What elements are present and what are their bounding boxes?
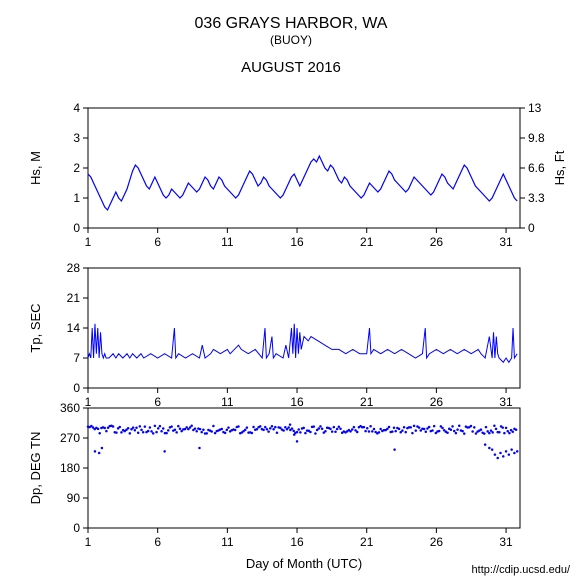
xtick-label: 16 [290, 535, 304, 549]
ytick-label-right: 3.3 [528, 191, 545, 205]
chart-subtitle: (BUOY) [270, 33, 312, 47]
ytick-label: 3 [73, 131, 80, 145]
footer-url: http://cdip.ucsd.edu/ [472, 564, 571, 576]
ytick-label: 180 [60, 461, 80, 475]
ytick-label-right: 13 [528, 101, 542, 115]
ytick-label: 0 [73, 521, 80, 535]
chart-svg: 036 GRAYS HARBOR, WA(BUOY)AUGUST 2016012… [0, 0, 582, 581]
ytick-label: 270 [60, 431, 80, 445]
ytick-label-right: 9.8 [528, 131, 545, 145]
xtick-label: 6 [154, 535, 161, 549]
ylabel-left-2: Dp, DEG TN [28, 432, 43, 505]
ytick-label: 4 [73, 101, 80, 115]
xtick-label: 31 [499, 535, 513, 549]
xtick-label: 11 [221, 535, 234, 549]
xtick-label: 16 [290, 235, 304, 249]
panel-frame-1 [88, 268, 520, 388]
xtick-label: 26 [430, 235, 444, 249]
ytick-label: 2 [73, 161, 80, 175]
xtick-label: 26 [430, 395, 444, 409]
ytick-label: 14 [67, 321, 81, 335]
ytick-label-right: 0 [528, 221, 535, 235]
ytick-label: 0 [73, 221, 80, 235]
xtick-label: 6 [154, 395, 161, 409]
xtick-label: 1 [85, 395, 92, 409]
ytick-label: 360 [60, 401, 80, 415]
ytick-label: 90 [67, 491, 81, 505]
chart-period: AUGUST 2016 [241, 59, 341, 76]
chart-container: { "header": { "title": "036 GRAYS HARBOR… [0, 0, 582, 581]
chart-title: 036 GRAYS HARBOR, WA [195, 15, 388, 32]
xtick-label: 11 [221, 235, 234, 249]
ytick-label: 0 [73, 381, 80, 395]
panel-frame-0 [88, 108, 520, 228]
series-scatter-2 [87, 423, 519, 459]
panel-frame-2 [88, 408, 520, 528]
xtick-label: 26 [430, 535, 444, 549]
xtick-label: 1 [85, 235, 92, 249]
xtick-label: 11 [221, 395, 234, 409]
ytick-label-right: 6.6 [528, 161, 545, 175]
ytick-label: 7 [73, 351, 80, 365]
xtick-label: 31 [499, 235, 513, 249]
ytick-label: 21 [67, 291, 81, 305]
xtick-label: 31 [499, 395, 513, 409]
xtick-label: 21 [360, 535, 374, 549]
series-line-1 [88, 324, 517, 363]
ylabel-left-0: Hs, M [28, 151, 43, 185]
ylabel-right-0: Hs, Ft [552, 150, 567, 185]
xtick-label: 1 [85, 535, 92, 549]
xaxis-label: Day of Month (UTC) [246, 556, 362, 571]
series-line-0 [88, 156, 517, 210]
xtick-label: 21 [360, 235, 374, 249]
xtick-label: 16 [290, 395, 304, 409]
ytick-label: 28 [67, 261, 81, 275]
ylabel-left-1: Tp, SEC [28, 303, 43, 352]
ytick-label: 1 [73, 191, 80, 205]
xtick-label: 21 [360, 395, 374, 409]
xtick-label: 6 [154, 235, 161, 249]
